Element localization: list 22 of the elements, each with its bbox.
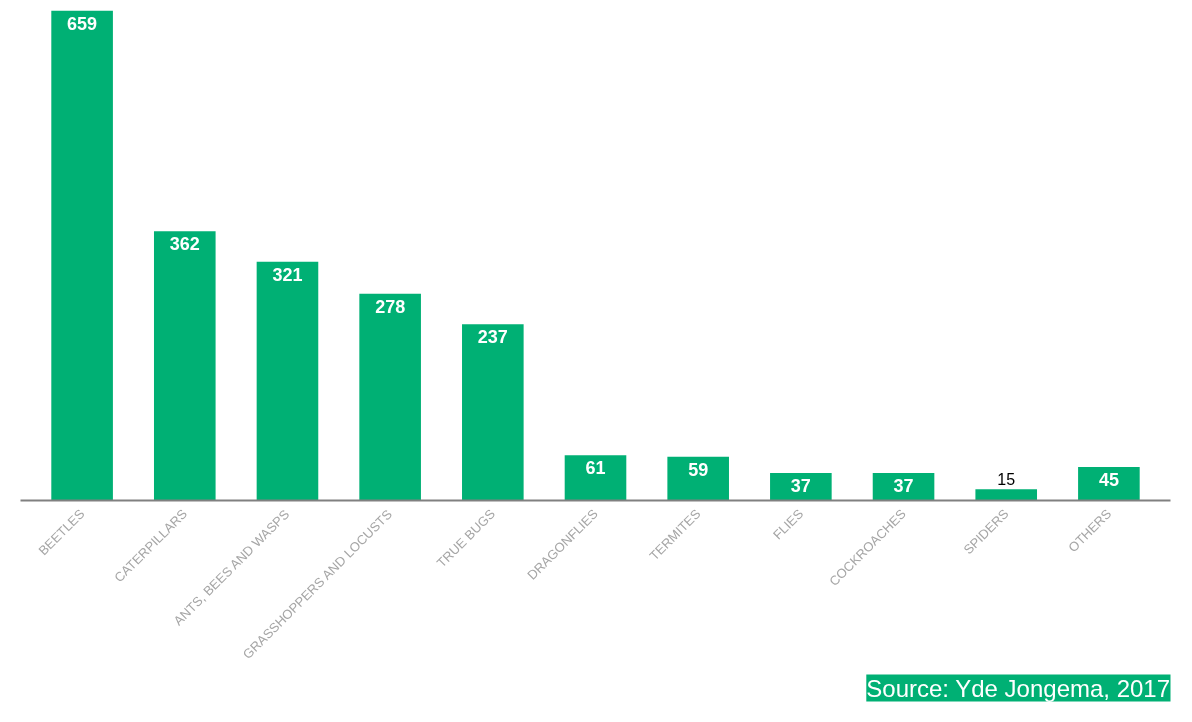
data-label: 37 bbox=[790, 475, 811, 496]
data-label: 15 bbox=[997, 471, 1016, 489]
bar bbox=[462, 324, 524, 501]
data-label: 45 bbox=[1098, 470, 1119, 491]
data-label: 61 bbox=[585, 458, 606, 479]
bar bbox=[359, 293, 421, 501]
data-label: 362 bbox=[169, 234, 200, 255]
bar bbox=[1078, 467, 1140, 501]
bar bbox=[256, 261, 319, 501]
bar bbox=[667, 456, 729, 501]
data-label: 278 bbox=[375, 296, 406, 317]
data-label: 659 bbox=[67, 13, 98, 34]
data-label: 321 bbox=[272, 264, 303, 285]
bar bbox=[51, 10, 113, 501]
data-label: 37 bbox=[893, 475, 914, 496]
bar bbox=[770, 472, 832, 501]
bar bbox=[153, 231, 216, 501]
bar bbox=[975, 489, 1038, 501]
data-label: 59 bbox=[688, 459, 709, 480]
data-label: 237 bbox=[477, 327, 508, 348]
bar bbox=[564, 455, 627, 501]
source-note: Source: Yde Jongema, 2017 bbox=[866, 674, 1171, 702]
